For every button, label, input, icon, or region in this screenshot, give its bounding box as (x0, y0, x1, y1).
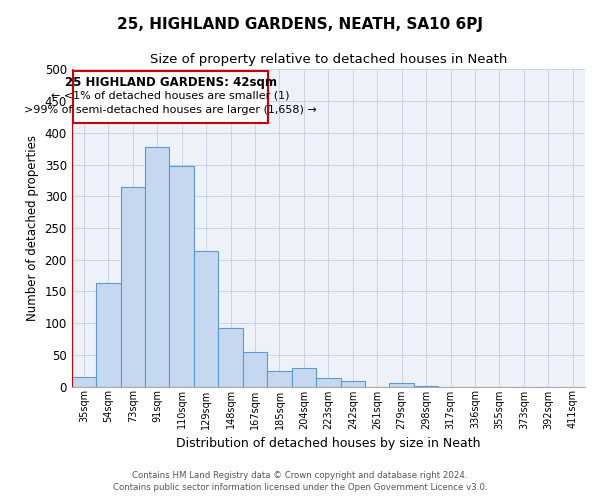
Text: ← <1% of detached houses are smaller (1): ← <1% of detached houses are smaller (1) (52, 90, 290, 101)
Bar (292, 368, 316, 386)
Bar (169, 166, 194, 386)
Bar (71, 377, 96, 386)
Bar (341, 382, 365, 386)
Bar (96, 283, 121, 387)
Title: Size of property relative to detached houses in Neath: Size of property relative to detached ho… (149, 52, 507, 66)
X-axis label: Distribution of detached houses by size in Neath: Distribution of detached houses by size … (176, 437, 481, 450)
Bar (389, 382, 414, 386)
Text: 25 HIGHLAND GARDENS: 42sqm: 25 HIGHLAND GARDENS: 42sqm (65, 76, 277, 88)
Bar (145, 148, 169, 386)
Bar (243, 352, 267, 386)
Bar (194, 252, 218, 386)
Bar (316, 378, 341, 386)
Text: Contains HM Land Registry data © Crown copyright and database right 2024.
Contai: Contains HM Land Registry data © Crown c… (113, 471, 487, 492)
Y-axis label: Number of detached properties: Number of detached properties (26, 135, 39, 321)
Bar (218, 328, 243, 386)
Text: 25, HIGHLAND GARDENS, NEATH, SA10 6PJ: 25, HIGHLAND GARDENS, NEATH, SA10 6PJ (117, 18, 483, 32)
Text: >99% of semi-detached houses are larger (1,658) →: >99% of semi-detached houses are larger … (25, 105, 317, 115)
FancyBboxPatch shape (73, 72, 268, 124)
Bar (121, 187, 145, 386)
Bar (267, 372, 292, 386)
